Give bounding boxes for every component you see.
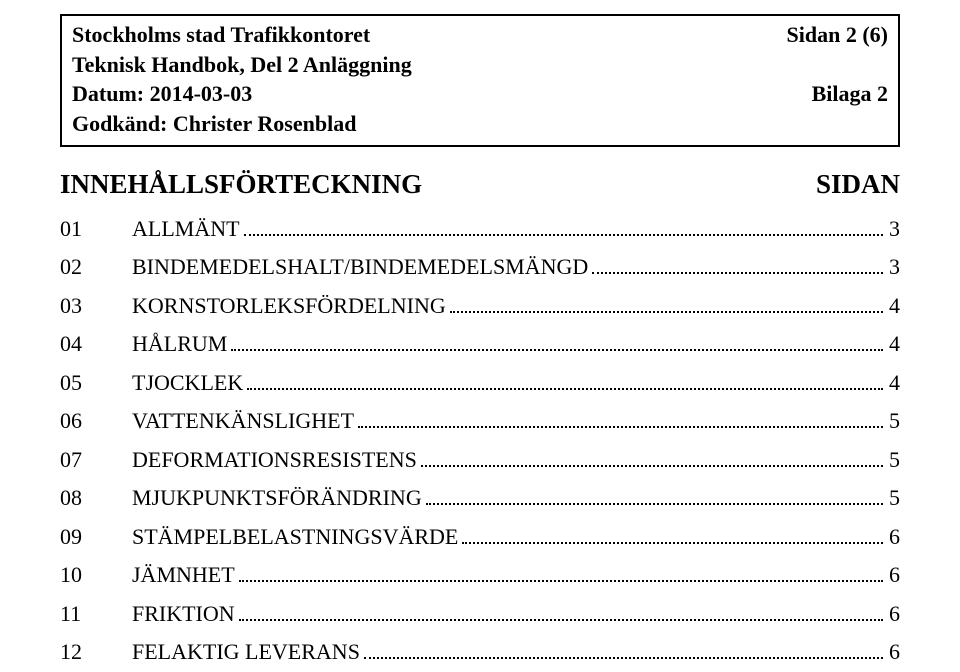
toc-entry-text: VATTENKÄNSLIGHET [132, 402, 354, 441]
toc-sidan: SIDAN [816, 169, 900, 200]
toc-entry-text: TJOCKLEK [132, 364, 243, 403]
header-approved: Godkänd: Christer Rosenblad [72, 109, 356, 139]
toc-entry: 12FELAKTIG LEVERANS 6 [60, 633, 900, 672]
toc-entry-text: ALLMÄNT [132, 210, 240, 249]
toc-entry: 04HÅLRUM 4 [60, 325, 900, 364]
toc-leader-dots [244, 216, 883, 236]
toc-leader-dots [592, 255, 883, 275]
toc-title-row: INNEHÅLLSFÖRTECKNING SIDAN [60, 169, 900, 200]
toc-entry-page: 6 [887, 633, 900, 672]
toc-leader-dots [364, 640, 883, 660]
toc-entry: 03KORNSTORLEKSFÖRDELNING 4 [60, 287, 900, 326]
toc-entry: 07DEFORMATIONSRESISTENS 5 [60, 441, 900, 480]
header-bilaga: Bilaga 2 [812, 81, 888, 107]
toc-leader-dots [426, 486, 883, 506]
toc-entry-number: 08 [60, 479, 132, 518]
toc-entry-text: DEFORMATIONSRESISTENS [132, 441, 417, 480]
toc-entry-number: 03 [60, 287, 132, 326]
toc-entry-page: 5 [887, 479, 900, 518]
toc-entry-page: 6 [887, 518, 900, 557]
header-org: Stockholms stad Trafikkontoret [72, 20, 370, 50]
toc-entry-page: 4 [887, 325, 900, 364]
toc-entry-text: FELAKTIG LEVERANS [132, 633, 360, 672]
header-box: Stockholms stad Trafikkontoret Sidan 2 (… [60, 14, 900, 147]
toc-entry-page: 3 [887, 248, 900, 287]
header-date: Datum: 2014-03-03 [72, 79, 252, 109]
toc-leader-dots [421, 447, 883, 467]
toc-entry: 01ALLMÄNT 3 [60, 210, 900, 249]
document-page: Stockholms stad Trafikkontoret Sidan 2 (… [0, 0, 960, 672]
header-row-3: Datum: 2014-03-03 Bilaga 2 [72, 79, 888, 109]
toc-entry-text: BINDEMEDELSHALT/BINDEMEDELSMÄNGD [132, 248, 588, 287]
toc-entry-number: 11 [60, 595, 132, 634]
toc-entry-number: 01 [60, 210, 132, 249]
toc-entry-number: 07 [60, 441, 132, 480]
toc-leader-dots [450, 293, 883, 313]
toc-list: 01ALLMÄNT302BINDEMEDELSHALT/BINDEMEDELSM… [60, 210, 900, 672]
toc-entry-page: 6 [887, 595, 900, 634]
toc-entry-text: JÄMNHET [132, 556, 235, 595]
toc-entry-number: 05 [60, 364, 132, 403]
toc-entry-page: 5 [887, 402, 900, 441]
toc-entry: 05TJOCKLEK 4 [60, 364, 900, 403]
toc-entry: 06VATTENKÄNSLIGHET 5 [60, 402, 900, 441]
toc-entry-page: 4 [887, 364, 900, 403]
toc-entry-number: 06 [60, 402, 132, 441]
toc-leader-dots [231, 332, 883, 352]
header-row-2: Teknisk Handbok, Del 2 Anläggning [72, 50, 888, 80]
toc-leader-dots [239, 563, 883, 583]
toc-entry-number: 04 [60, 325, 132, 364]
toc-entry-number: 09 [60, 518, 132, 557]
header-handbook: Teknisk Handbok, Del 2 Anläggning [72, 50, 412, 80]
toc-title: INNEHÅLLSFÖRTECKNING [60, 169, 422, 200]
toc-entry-text: STÄMPELBELASTNINGSVÄRDE [132, 518, 458, 557]
toc-entry: 09STÄMPELBELASTNINGSVÄRDE 6 [60, 518, 900, 557]
toc-entry: 11FRIKTION 6 [60, 595, 900, 634]
toc-entry-text: FRIKTION [132, 595, 235, 634]
header-row-1: Stockholms stad Trafikkontoret Sidan 2 (… [72, 20, 888, 50]
toc-leader-dots [239, 601, 883, 621]
toc-entry: 02BINDEMEDELSHALT/BINDEMEDELSMÄNGD 3 [60, 248, 900, 287]
toc-entry-page: 3 [887, 210, 900, 249]
toc-entry-text: KORNSTORLEKSFÖRDELNING [132, 287, 446, 326]
toc-entry-text: MJUKPUNKTSFÖRÄNDRING [132, 479, 422, 518]
header-pageinfo: Sidan 2 (6) [787, 22, 888, 48]
toc-entry-page: 5 [887, 441, 900, 480]
toc-entry: 10JÄMNHET 6 [60, 556, 900, 595]
toc-entry-number: 10 [60, 556, 132, 595]
toc-entry-number: 02 [60, 248, 132, 287]
toc-entry-page: 4 [887, 287, 900, 326]
toc-leader-dots [358, 409, 883, 429]
toc-entry: 08MJUKPUNKTSFÖRÄNDRING 5 [60, 479, 900, 518]
toc-leader-dots [462, 524, 883, 544]
toc-entry-number: 12 [60, 633, 132, 672]
toc-entry-text: HÅLRUM [132, 325, 227, 364]
toc-entry-page: 6 [887, 556, 900, 595]
header-row-4: Godkänd: Christer Rosenblad [72, 109, 888, 139]
toc-leader-dots [247, 370, 883, 390]
